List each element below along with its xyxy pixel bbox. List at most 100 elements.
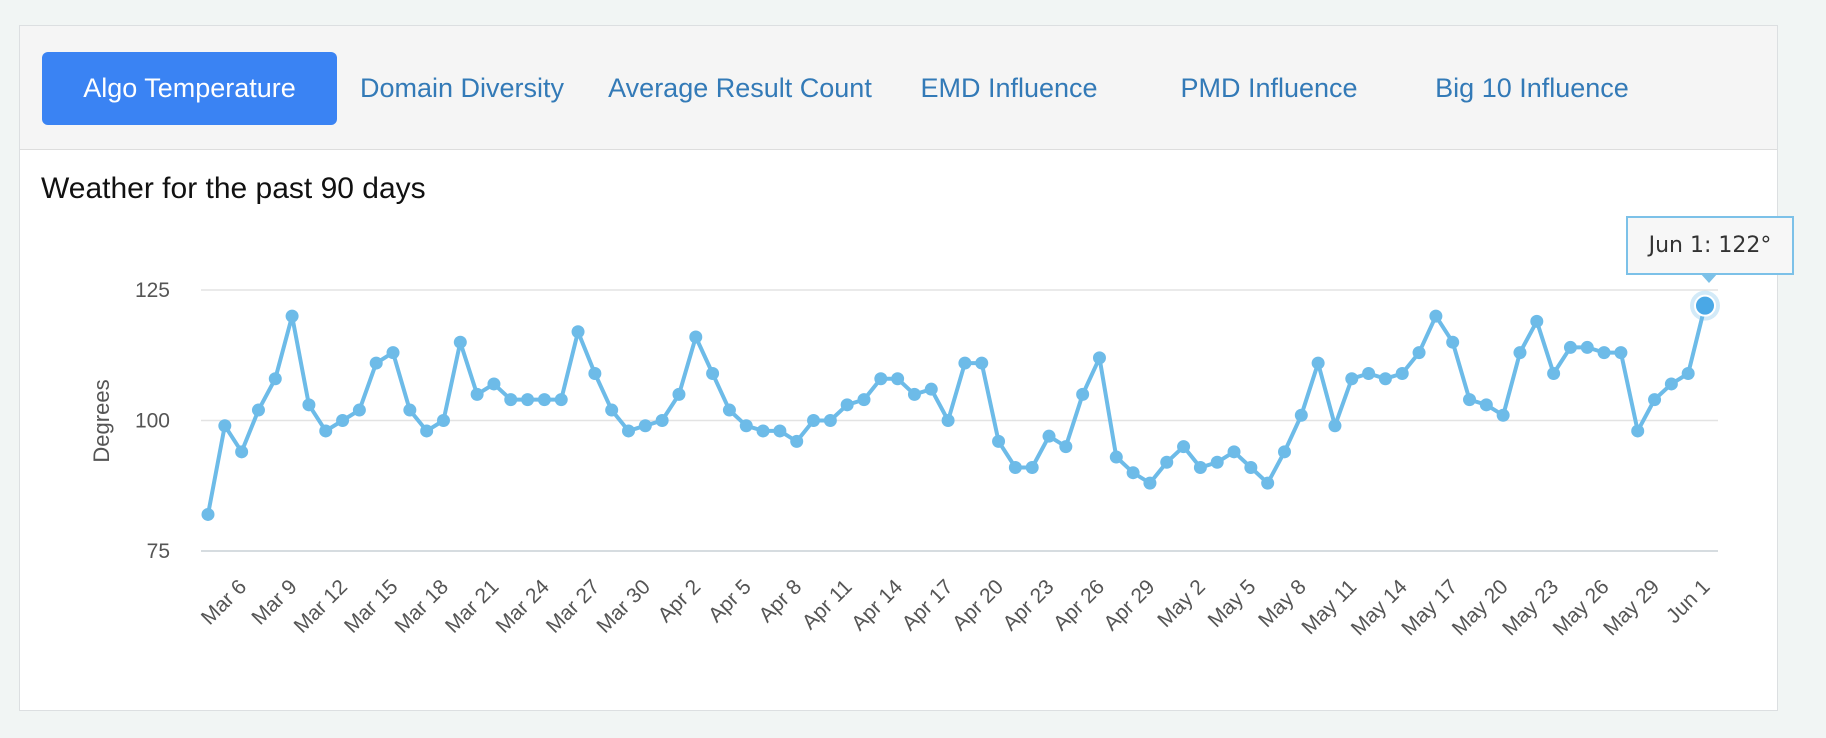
tab-bar: Algo Temperature Domain Diversity Averag…: [20, 26, 1777, 150]
x-tick-label: May 29: [1599, 575, 1664, 640]
data-point: [1362, 367, 1376, 381]
data-point: [722, 403, 736, 417]
data-point: [1395, 367, 1409, 381]
data-point: [1530, 314, 1544, 328]
data-point: [537, 393, 551, 407]
data-point: [1513, 346, 1527, 360]
x-tick-label: Apr 26: [1049, 575, 1109, 635]
data-point: [1008, 460, 1022, 474]
tab-domain-diversity[interactable]: Domain Diversity: [359, 73, 565, 103]
data-point: [403, 403, 417, 417]
data-point: [420, 424, 434, 438]
data-point: [218, 419, 232, 433]
data-point: [706, 367, 720, 381]
data-point: [874, 372, 888, 386]
data-point: [1076, 387, 1090, 401]
x-tick-label: May 26: [1549, 575, 1614, 640]
x-tick-label: Mar 12: [290, 575, 352, 637]
data-point: [1311, 356, 1325, 370]
x-tick-label: May 5: [1204, 575, 1261, 632]
x-tick-label: Apr 2: [654, 575, 706, 627]
data-point: [571, 325, 585, 339]
tab-emd-influence[interactable]: EMD Influence: [920, 73, 1098, 103]
x-tick-label: Apr 5: [704, 575, 756, 627]
data-point: [521, 393, 535, 407]
data-point: [1496, 408, 1510, 422]
data-point: [655, 414, 669, 427]
data-point: [790, 434, 804, 448]
data-point: [268, 372, 282, 386]
data-point: [1681, 367, 1695, 381]
data-point: [1412, 346, 1426, 360]
data-point: [453, 335, 467, 349]
data-point: [1244, 460, 1258, 474]
x-tick-label: May 23: [1498, 575, 1563, 640]
highlight-point: [1694, 294, 1716, 317]
data-point: [386, 346, 400, 360]
data-point: [1042, 429, 1056, 443]
data-point: [504, 393, 518, 407]
data-point: [622, 424, 636, 438]
tab-big-10-influence[interactable]: Big 10 Influence: [1435, 73, 1629, 103]
data-point: [1277, 445, 1291, 459]
x-tick-label: Apr 11: [798, 575, 857, 634]
data-point: [689, 330, 703, 344]
series-line: [206, 305, 1707, 515]
data-point: [251, 403, 265, 417]
data-point: [924, 382, 938, 396]
data-point: [1463, 393, 1477, 407]
data-point: [554, 393, 568, 407]
data-point: [352, 403, 366, 417]
data-point: [1025, 460, 1039, 474]
data-point: [1664, 377, 1678, 391]
data-point: [739, 419, 753, 433]
data-point: [436, 414, 450, 427]
x-tick-label: Apr 20: [948, 575, 1008, 635]
data-point: [857, 393, 871, 407]
data-point: [1210, 455, 1224, 469]
x-tick-label: Mar 18: [391, 575, 453, 637]
data-point: [891, 372, 905, 386]
data-point: [1294, 408, 1308, 422]
x-tick-label: Mar 21: [441, 575, 503, 637]
chart-title: Weather for the past 90 days: [41, 172, 426, 205]
data-point: [1580, 340, 1594, 354]
data-point: [1193, 460, 1207, 474]
data-point: [1328, 419, 1342, 433]
data-point: [369, 356, 383, 370]
data-point: [1429, 309, 1443, 323]
data-point: [336, 414, 350, 427]
tab-algo-temperature[interactable]: Algo Temperature: [42, 52, 337, 125]
x-tick-label: Apr 17: [898, 575, 958, 635]
data-point: [672, 387, 686, 401]
data-point: [1614, 346, 1628, 360]
x-tick-label: Mar 15: [340, 575, 402, 637]
data-point: [1092, 351, 1106, 365]
data-point: [1160, 455, 1174, 469]
data-point: [975, 356, 989, 370]
data-point: [840, 398, 854, 412]
x-tick-label: Mar 24: [491, 575, 554, 638]
tab-average-result-count[interactable]: Average Result Count: [608, 73, 872, 103]
data-point: [1109, 450, 1123, 464]
chart-tooltip: Jun 1: 122°: [1626, 216, 1794, 275]
data-point: [1059, 440, 1073, 454]
data-point: [1648, 393, 1662, 407]
data-point: [1563, 340, 1577, 354]
tab-pmd-influence[interactable]: PMD Influence: [1180, 73, 1358, 103]
data-point: [1261, 476, 1275, 490]
y-tick-label: 125: [135, 279, 170, 302]
data-point: [1378, 372, 1392, 386]
data-point: [1177, 440, 1191, 454]
x-tick-label: Apr 14: [847, 575, 907, 635]
x-tick-label: May 2: [1153, 575, 1210, 632]
data-point: [1126, 466, 1140, 480]
y-tick-label: 100: [135, 410, 170, 433]
x-tick-label: Mar 6: [197, 575, 251, 629]
chart-panel: Algo Temperature Domain Diversity Averag…: [19, 25, 1778, 711]
data-point: [201, 507, 215, 521]
data-point: [1631, 424, 1645, 438]
tooltip-arrow: [1700, 273, 1718, 283]
data-point: [319, 424, 333, 438]
